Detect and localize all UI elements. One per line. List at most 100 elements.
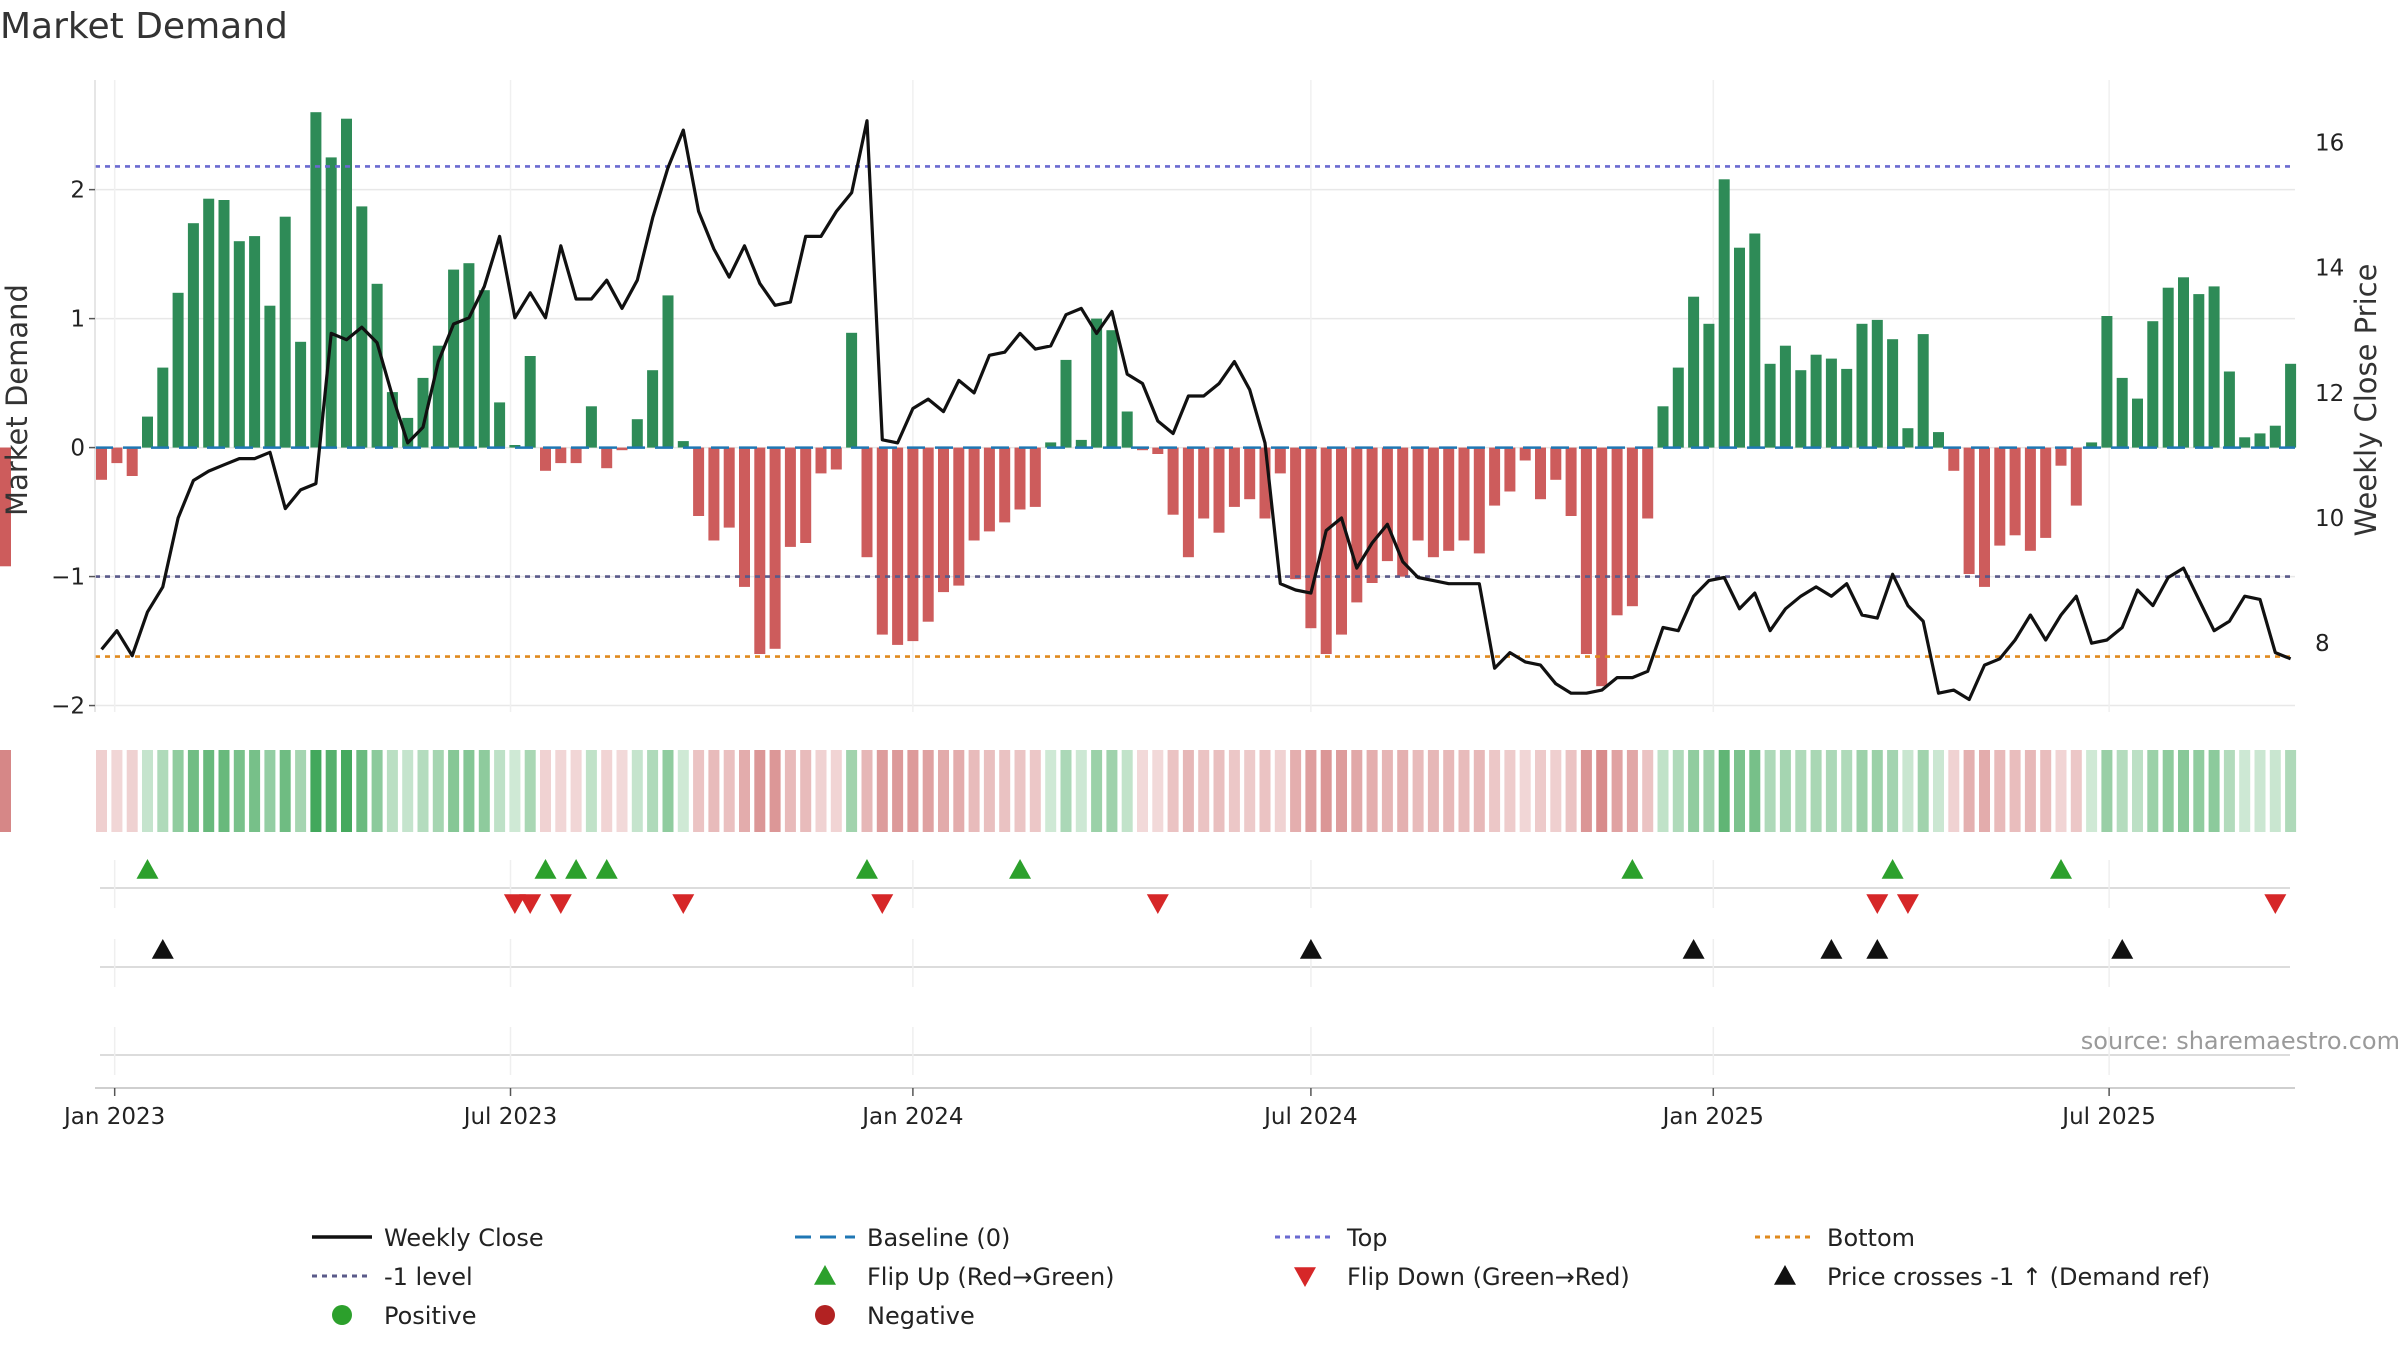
x-tick-label: Jan 2024 xyxy=(860,1104,963,1130)
heat-strip-cell xyxy=(555,750,567,832)
demand-bar xyxy=(754,447,766,654)
heat-strip-cell xyxy=(0,750,11,832)
heat-strip-cell xyxy=(1963,750,1975,832)
y2-tick-label: 14 xyxy=(2315,256,2344,282)
heat-strip-cell xyxy=(968,750,980,832)
heat-strip-cell xyxy=(647,750,659,832)
heat-strip-cell xyxy=(1825,750,1837,832)
demand-bar xyxy=(279,216,291,448)
demand-bar xyxy=(1443,447,1455,551)
demand-bar xyxy=(172,292,184,448)
heat-strip-cell xyxy=(2116,750,2128,832)
heat-strip-cell xyxy=(1810,750,1822,832)
demand-bar xyxy=(1381,447,1393,562)
heat-strip-cell xyxy=(2101,750,2113,832)
heat-strip-cell xyxy=(356,750,368,832)
heat-strip-cell xyxy=(1458,750,1470,832)
heat-strip-cell xyxy=(2009,750,2021,832)
legend-item: Weekly Close xyxy=(312,1224,544,1252)
x-axis: Jan 2023 Jul 2023 Jan 2024 Jul 2024 Jan 2025… xyxy=(62,1087,2295,1130)
source-credit: source: sharemaestro.com xyxy=(2081,1027,2400,1055)
demand-bar xyxy=(1397,447,1409,577)
heat-strip-cell xyxy=(1121,750,1133,832)
heat-strip-cell xyxy=(907,750,919,832)
demand-bar xyxy=(953,447,965,586)
demand-bar xyxy=(157,367,169,448)
heat-strip-cell xyxy=(570,750,582,832)
heat-strip-cell xyxy=(2147,750,2159,832)
heat-strip-cell xyxy=(2162,750,2174,832)
heat-strip-cell xyxy=(2055,750,2067,832)
heat-strip-cell xyxy=(1626,750,1638,832)
demand-bar xyxy=(1489,447,1501,506)
demand-bar xyxy=(1167,447,1179,515)
legend-label: Weekly Close xyxy=(384,1224,544,1252)
legend-item: Flip Down (Green→Red) xyxy=(1294,1263,1630,1291)
demand-bar xyxy=(203,198,215,448)
demand-bar xyxy=(448,269,460,448)
legend-item: Bottom xyxy=(1755,1224,1915,1252)
heat-strip-cell xyxy=(1611,750,1623,832)
demand-bar xyxy=(417,377,429,448)
heat-strip-cell xyxy=(1596,750,1608,832)
heat-strip-cell xyxy=(417,750,429,832)
demand-bar xyxy=(585,406,597,448)
demand-bar xyxy=(494,402,506,448)
demand-bar xyxy=(1657,406,1669,448)
heat-strip-cell xyxy=(2070,750,2082,832)
heat-strip-cell xyxy=(540,750,551,832)
price-cross-marker xyxy=(1682,939,1705,959)
heat-strip-cell xyxy=(1841,750,1853,832)
heat-strip-cell xyxy=(616,750,628,832)
legend-swatch xyxy=(332,1305,352,1325)
heat-strip-cell xyxy=(1167,750,1179,832)
heat-strip-cell xyxy=(800,750,812,832)
heat-strip-cell xyxy=(1856,750,1868,832)
demand-bar xyxy=(1550,447,1562,480)
heat-strip-cell xyxy=(1443,750,1455,832)
flip-up-marker xyxy=(855,859,878,879)
heat-strip-cell xyxy=(1917,750,1929,832)
heat-strip-cell xyxy=(2239,750,2251,832)
demand-bar xyxy=(1290,447,1302,580)
demand-bar xyxy=(1519,447,1531,461)
price-cross-marker xyxy=(151,939,174,959)
heat-strip-cell xyxy=(96,750,107,832)
heat-strip-cell xyxy=(1642,750,1654,832)
price-cross-marker xyxy=(2111,939,2134,959)
demand-bar xyxy=(693,447,705,516)
y2-tick-label: 8 xyxy=(2315,631,2330,657)
heat-strip-cell xyxy=(1412,750,1424,832)
demand-bar xyxy=(1779,345,1791,448)
heat-strip-cell xyxy=(1734,750,1745,832)
demand-bar xyxy=(815,447,827,474)
flip-down-marker xyxy=(1146,894,1169,914)
demand-bar xyxy=(2009,447,2021,536)
demand-bar xyxy=(1734,247,1745,448)
x-tick-label: Jul 2023 xyxy=(462,1104,558,1130)
demand-bar xyxy=(631,419,643,448)
heat-strip-cell xyxy=(693,750,705,832)
demand-bar xyxy=(1152,447,1164,454)
demand-bars xyxy=(0,112,2297,687)
heat-strip-cell xyxy=(432,750,444,832)
heat-strip-cell xyxy=(2040,750,2052,832)
demand-bar xyxy=(1121,411,1133,448)
event-marker-rows xyxy=(100,859,2290,1075)
legend-label: Flip Up (Red→Green) xyxy=(867,1263,1115,1291)
demand-bar xyxy=(1198,447,1210,519)
demand-bar xyxy=(662,295,674,448)
demand-bar xyxy=(1351,447,1363,603)
heat-strip-cell xyxy=(846,750,858,832)
demand-bar xyxy=(1841,368,1853,448)
demand-bar xyxy=(968,447,980,541)
chart-title: Market Demand xyxy=(0,6,288,47)
demand-bar xyxy=(432,345,444,448)
legend-item: Price crosses -1 ↑ (Demand ref) xyxy=(1774,1263,2210,1291)
price-cross-marker xyxy=(1866,939,1889,959)
heat-strip-cell xyxy=(815,750,827,832)
heat-strip-cell xyxy=(310,750,322,832)
heat-strip-cell xyxy=(1672,750,1684,832)
flip-down-marker xyxy=(503,894,526,914)
